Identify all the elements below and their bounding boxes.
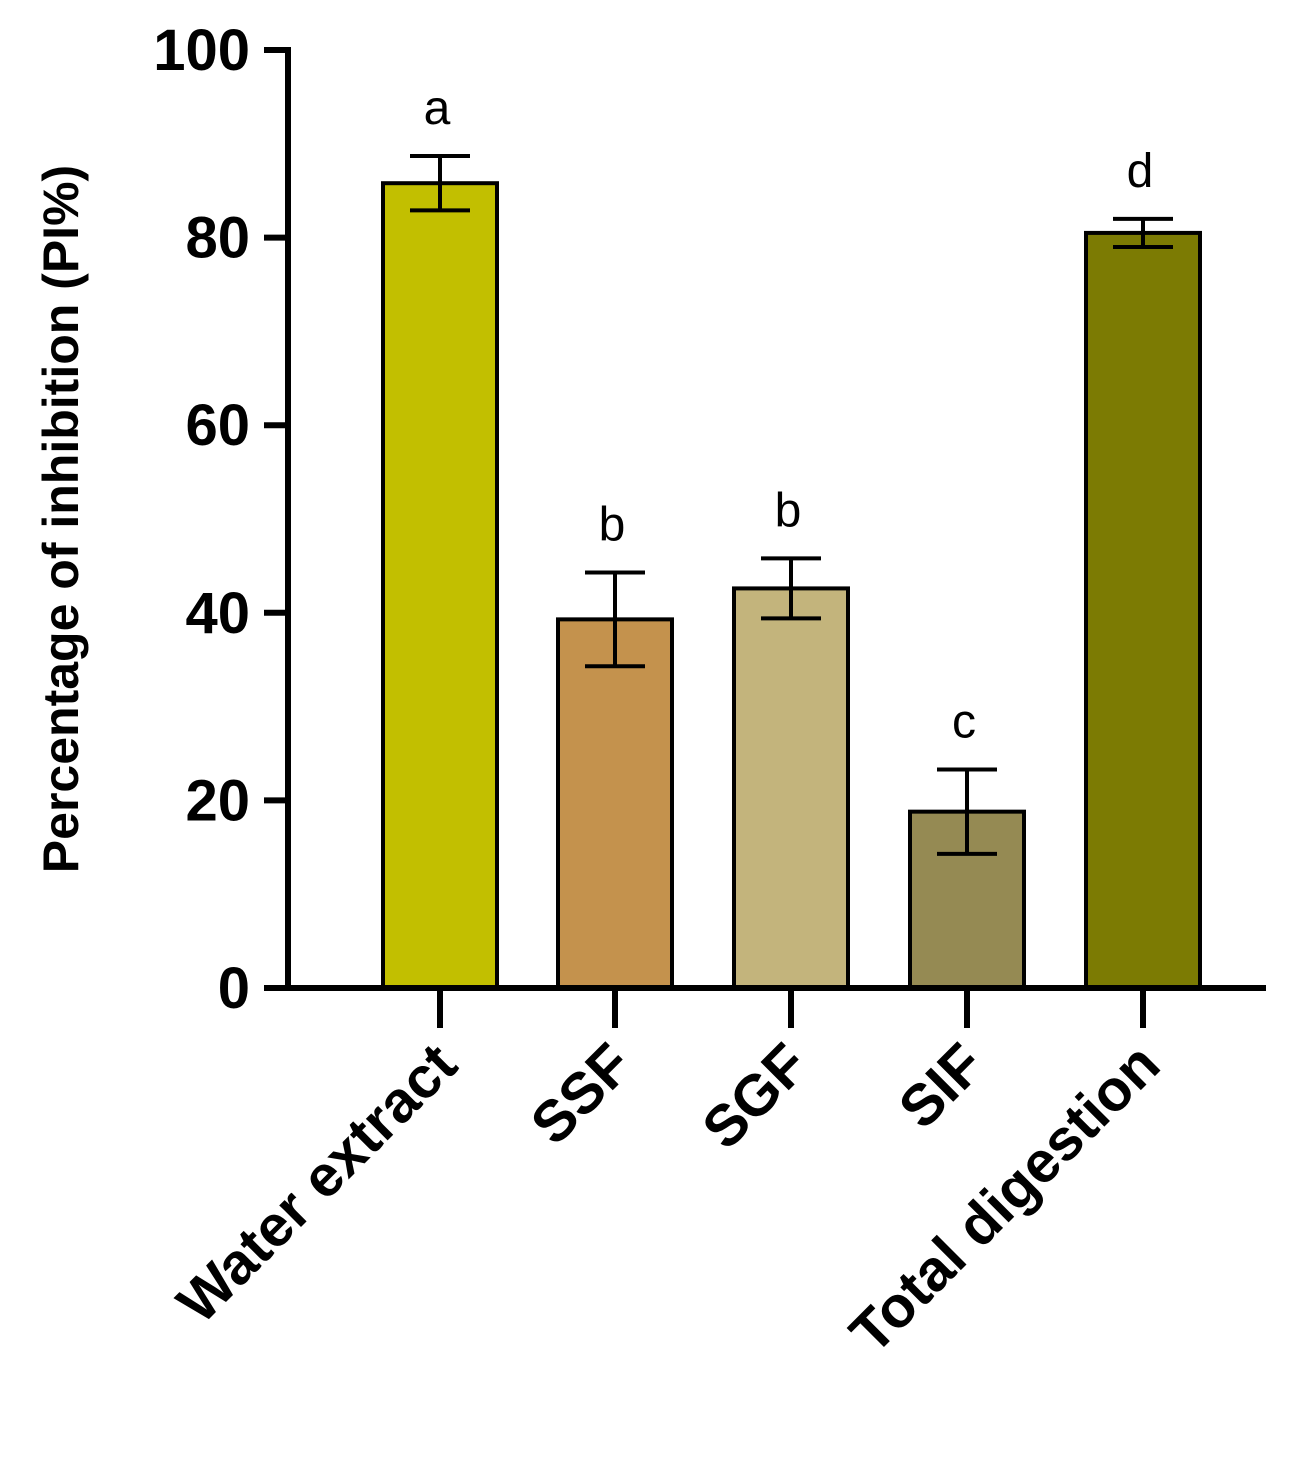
bar-sgf (732, 586, 850, 990)
y-ticks-layer: 0 20 40 60 80 100 (153, 18, 288, 1021)
significance-label: d (1127, 145, 1154, 198)
error-bar (937, 767, 997, 856)
y-tick-label: 40 (185, 581, 250, 646)
x-tick-label: SIF (886, 1031, 996, 1141)
axes-layer (285, 47, 1266, 991)
significance-label: b (599, 498, 626, 551)
y-tick-label: 60 (185, 393, 250, 458)
significance-label: a (424, 82, 451, 135)
bar-sif (908, 809, 1026, 990)
y-tick-label: 100 (153, 18, 250, 83)
error-bars-layer (410, 153, 1173, 856)
x-tick-label: SSF (518, 1031, 644, 1157)
y-tick-label: 20 (185, 768, 250, 833)
error-bar (410, 153, 470, 213)
bar-water-extract (381, 181, 499, 991)
y-tick-label: 0 (218, 956, 250, 1021)
x-tick-label: Water extract (165, 1031, 469, 1335)
bar-ssf (556, 617, 674, 991)
x-tick-label: Total digestion (838, 1031, 1173, 1366)
bar-total-digestion (1084, 230, 1202, 991)
y-axis-title: Percentage of inhibition (PI%) (33, 165, 89, 873)
significance-label: b (775, 484, 802, 537)
x-tick-label: SGF (690, 1031, 820, 1161)
error-bar (761, 556, 821, 621)
error-bar (1113, 216, 1173, 249)
significance-label: c (952, 695, 976, 748)
error-bar (585, 570, 645, 669)
significance-labels-layer: a b b c d (424, 82, 1154, 748)
y-tick-label: 80 (185, 206, 250, 271)
